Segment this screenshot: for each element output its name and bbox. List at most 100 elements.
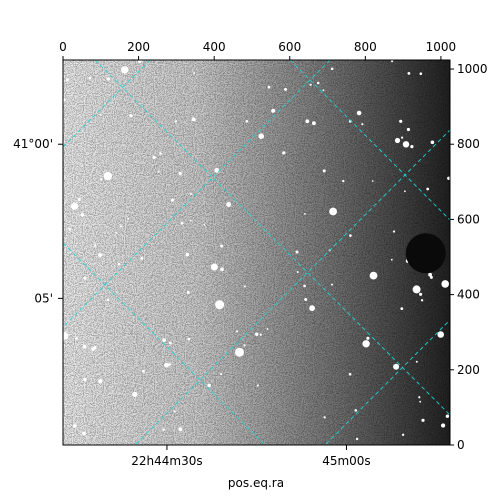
star — [73, 424, 77, 428]
star — [75, 337, 79, 340]
star — [80, 213, 85, 217]
grid-line — [63, 60, 151, 148]
star — [441, 280, 450, 288]
star — [258, 133, 265, 139]
star — [361, 123, 364, 126]
star — [220, 373, 223, 376]
star — [63, 332, 69, 340]
star — [243, 285, 246, 288]
star — [392, 230, 396, 233]
star — [256, 384, 259, 387]
star — [426, 187, 430, 191]
star — [168, 341, 172, 345]
star — [88, 76, 92, 80]
star — [304, 298, 308, 301]
star — [171, 198, 175, 202]
y-tick-label: 400 — [457, 288, 480, 302]
star — [98, 253, 102, 257]
dark-blob — [405, 233, 446, 274]
star — [401, 433, 405, 436]
star-field — [63, 60, 450, 441]
star — [366, 336, 370, 340]
star — [91, 347, 95, 352]
star — [162, 338, 167, 342]
star — [132, 391, 138, 397]
star — [349, 234, 352, 237]
star — [83, 276, 87, 280]
star — [193, 72, 196, 75]
star — [390, 258, 393, 261]
star — [401, 136, 404, 139]
y-tick-label: 0 — [457, 438, 465, 452]
star — [77, 197, 81, 202]
star — [164, 362, 169, 368]
star — [430, 140, 435, 145]
coordinate-grid — [63, 60, 500, 480]
star — [106, 298, 110, 302]
dec-tick-label: 05' — [34, 291, 53, 305]
star — [173, 410, 176, 413]
star — [68, 228, 72, 231]
grid-line — [94, 60, 450, 416]
star — [180, 221, 184, 225]
star — [235, 347, 244, 357]
ra-axis: 22h44m30s 45m00s — [131, 445, 371, 468]
star — [296, 271, 299, 273]
star — [330, 67, 334, 71]
x-tick-label: 600 — [278, 40, 301, 54]
star — [220, 244, 224, 248]
y-tick-label: 1000 — [457, 62, 488, 76]
star — [309, 83, 312, 86]
star — [214, 168, 220, 173]
star — [354, 409, 358, 412]
star — [243, 344, 246, 347]
star — [83, 377, 87, 382]
star — [63, 98, 66, 102]
star — [390, 60, 394, 63]
star — [174, 120, 177, 123]
star — [355, 437, 359, 441]
star — [191, 117, 196, 122]
star — [207, 383, 211, 388]
plot-frame — [62, 59, 451, 446]
star — [159, 152, 162, 155]
star — [178, 427, 183, 432]
star — [178, 171, 182, 176]
star — [303, 284, 306, 288]
star — [419, 72, 423, 75]
star — [168, 363, 171, 366]
grid-line — [63, 60, 331, 328]
star — [267, 85, 271, 89]
star — [71, 202, 79, 210]
star — [152, 155, 156, 160]
star — [121, 66, 129, 74]
star — [305, 119, 310, 124]
star — [312, 121, 316, 126]
star — [428, 272, 432, 277]
star — [140, 256, 144, 260]
star — [142, 369, 145, 373]
star — [295, 250, 299, 254]
star — [369, 271, 378, 280]
star — [162, 428, 165, 431]
star — [186, 290, 190, 294]
dec-axis: 41°00' 05' — [13, 137, 63, 305]
sky-noise — [63, 60, 450, 445]
x-axis-title: pos.eq.ra — [228, 476, 284, 490]
grid-line — [63, 242, 266, 445]
star — [445, 414, 450, 418]
star — [185, 252, 190, 257]
y-tick-label: 600 — [457, 212, 480, 226]
x-tick-label: 0 — [59, 40, 67, 54]
star — [282, 151, 286, 155]
star — [304, 213, 306, 215]
x-tick-label: 1000 — [426, 40, 457, 54]
star — [284, 87, 287, 91]
grid-line — [480, 60, 500, 480]
x-pixel-axis: 0 200 400 600 800 1000 — [59, 40, 456, 60]
star — [236, 330, 239, 333]
star — [129, 114, 133, 118]
star — [393, 363, 400, 370]
x-tick-label: 800 — [354, 40, 377, 54]
star — [271, 108, 276, 113]
